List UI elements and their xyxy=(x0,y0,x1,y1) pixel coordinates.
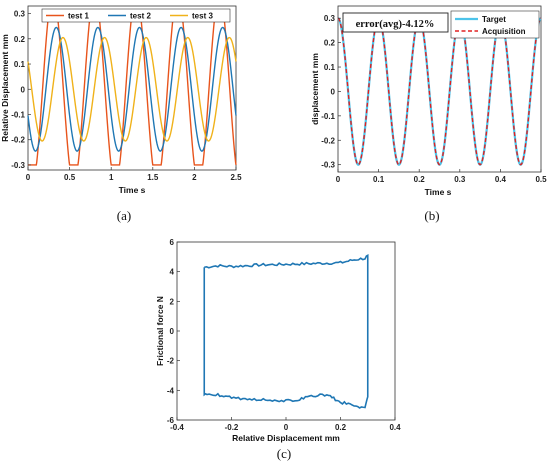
ticks-group-c: -0.4 -0.2 0 0.2 0.4 -6 -4 -2 0 2 4 6 xyxy=(167,238,401,432)
a-y-tick-label: -0.1 xyxy=(11,110,25,119)
b-y-tick-label: 0.2 xyxy=(324,39,336,48)
series-group-b xyxy=(337,17,542,166)
a-y-tick-label: 0.2 xyxy=(14,35,26,44)
a-y-tick-label: 0 xyxy=(21,85,26,94)
caption-a: (a) xyxy=(117,208,131,223)
a-x-tick-label: 1 xyxy=(109,173,114,182)
a-x-tick-label: 0 xyxy=(26,173,31,182)
a-y-tick-label: 0.3 xyxy=(14,10,26,19)
caption-c: (c) xyxy=(277,446,291,461)
a-x-tick-label: 2.5 xyxy=(230,173,242,182)
error-annotation-box: error(avg)-4.12% xyxy=(342,12,449,33)
series-line-test-2 xyxy=(27,26,237,152)
legend-a: test 1 test 2 test 3 xyxy=(41,8,231,23)
b-x-tick-label: 0 xyxy=(336,175,341,184)
a-x-tick-label: 0.5 xyxy=(64,173,76,182)
x-axis-label-b: Time s xyxy=(425,187,452,197)
b-y-tick-label: -0.2 xyxy=(321,136,335,145)
x-axis-label-c: Relative Displacement mm xyxy=(232,433,340,443)
y-axis-label-c: Frictional force N xyxy=(155,296,165,366)
b-y-tick-label: 0.1 xyxy=(324,63,336,72)
legend-label-b: Acquisition xyxy=(482,27,526,36)
ticks-group-a: 0 0.5 1 1.5 2 2.5 -0.3 -0.2 -0.1 0 0.1 0.2 0.3 xyxy=(11,10,242,182)
series-line-test-3 xyxy=(27,36,237,142)
y-axis-label-b: displacement mm xyxy=(310,53,320,125)
error-annotation: error(avg)-4.12% xyxy=(356,19,435,30)
b-y-tick-label: -0.1 xyxy=(321,112,335,121)
x-axis-label-a: Time s xyxy=(119,185,146,195)
friction-loop-line xyxy=(203,253,369,409)
chart-panel-a: 0 0.5 1 1.5 2 2.5 -0.3 -0.2 -0.1 0 0.1 0.2 0.3 test … xyxy=(0,5,242,223)
legend-label-b: Target xyxy=(482,15,506,24)
b-y-tick-label: 0 xyxy=(331,87,336,96)
y-axis-label-a: Relative Displacement mm xyxy=(0,34,10,142)
chart-panel-c: -0.4 -0.2 0 0.2 0.4 -6 -4 -2 0 2 4 6 Relative Displ… xyxy=(155,238,401,461)
legend-box-b xyxy=(450,10,540,39)
a-y-tick-label: -0.3 xyxy=(11,161,25,170)
caption-b: (b) xyxy=(424,208,439,223)
c-y-tick-label: 2 xyxy=(170,297,175,306)
b-y-tick-label: -0.3 xyxy=(321,161,335,170)
b-x-tick-label: 0.1 xyxy=(373,175,385,184)
legend-box-a xyxy=(41,8,231,23)
c-y-tick-label: 6 xyxy=(170,238,175,247)
a-x-tick-label: 1.5 xyxy=(147,173,159,182)
c-x-tick-label: 0 xyxy=(284,423,289,432)
legend-label-a: test 1 xyxy=(68,12,89,21)
b-x-tick-label: 0.4 xyxy=(495,175,507,184)
c-x-tick-label: 0.2 xyxy=(335,423,347,432)
plot-area-c xyxy=(176,241,396,421)
a-x-tick-label: 2 xyxy=(192,173,197,182)
c-y-tick-label: -4 xyxy=(167,386,175,395)
legend-label-a: test 2 xyxy=(130,12,151,21)
c-y-tick-label: 4 xyxy=(170,268,175,277)
c-x-tick-label: 0.4 xyxy=(389,423,401,432)
b-y-tick-label: 0.3 xyxy=(324,14,336,23)
b-x-tick-label: 0.2 xyxy=(414,175,426,184)
a-y-tick-label: 0.1 xyxy=(14,60,26,69)
legend-label-a: test 3 xyxy=(192,12,213,21)
c-y-tick-label: -6 xyxy=(167,416,175,425)
c-y-tick-label: -2 xyxy=(167,357,175,366)
c-x-tick-label: -0.4 xyxy=(170,423,184,432)
c-y-tick-label: 0 xyxy=(170,327,175,336)
b-x-tick-label: 0.3 xyxy=(454,175,466,184)
legend-b: Target Acquisition xyxy=(450,10,540,39)
series-line-acquisition xyxy=(337,17,542,166)
ticks-group-b: 0 0.1 0.2 0.3 0.4 0.5 -0.3 -0.2 -0.1 0 0.1 0.2 0.3 xyxy=(321,14,547,184)
c-x-tick-label: -0.2 xyxy=(225,423,239,432)
a-y-tick-label: -0.2 xyxy=(11,136,25,145)
series-group-c xyxy=(203,253,369,409)
chart-panel-b: 0 0.1 0.2 0.3 0.4 0.5 -0.3 -0.2 -0.1 0 0.1 0.2 0.3 e… xyxy=(310,5,547,223)
b-x-tick-label: 0.5 xyxy=(535,175,547,184)
